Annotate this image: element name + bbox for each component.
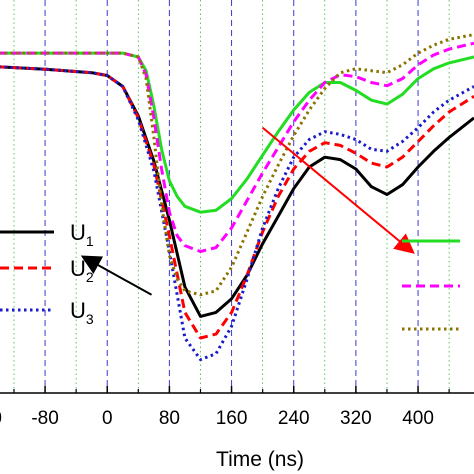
x-tick-label: 320	[340, 408, 372, 429]
x-tick-label: 160	[216, 408, 248, 429]
x-tick-label: 0	[102, 408, 113, 429]
annotation-arrow-1	[80, 255, 153, 296]
axis-layer: -160 -80 0 80 160 240 320 400	[0, 386, 474, 429]
legend-label-u2: U2	[70, 256, 94, 285]
x-tick-label: 240	[278, 408, 310, 429]
annotation-arrow-2	[262, 126, 415, 254]
x-axis-title: Time (ns)	[216, 448, 304, 471]
series-line-curve-4	[0, 51, 474, 214]
plot-background	[0, 0, 474, 393]
series-line-u3	[0, 65, 474, 362]
series-line-curve-5	[0, 41, 474, 253]
x-tick-label: -80	[31, 408, 58, 429]
arrow-layer	[80, 126, 415, 296]
legend-label-u1: U1	[70, 220, 94, 249]
x-tick-label: -160	[0, 408, 2, 429]
x-tick-label: 400	[402, 408, 434, 429]
grid-layer	[13, 0, 450, 393]
series-layer	[0, 33, 474, 362]
legend-label-u3: U3	[70, 298, 94, 327]
legend-layer: U1 U2 U3	[0, 220, 460, 331]
x-tick-label: 80	[159, 408, 180, 429]
series-line-curve-6	[0, 33, 474, 297]
